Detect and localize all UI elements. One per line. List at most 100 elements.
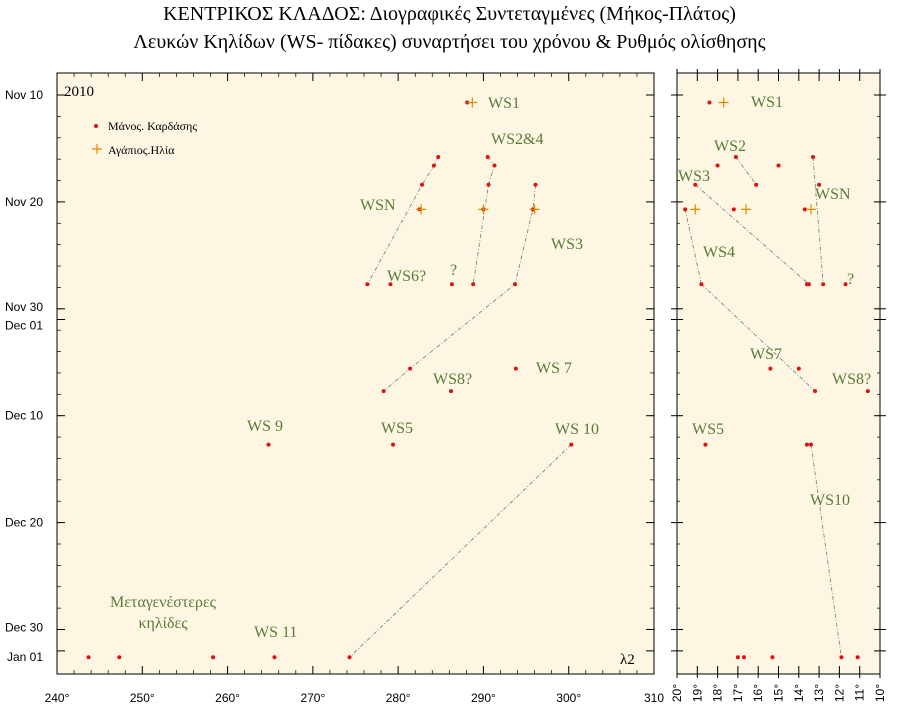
annotation-ws11: WS 11 xyxy=(254,624,297,641)
x-tick-label: 280° xyxy=(386,691,411,705)
y-tick-label: Nov 10 xyxy=(5,88,43,102)
annotation-right-ws3: WS3 xyxy=(678,168,710,185)
left-point-red xyxy=(365,282,369,286)
left-point-red xyxy=(486,155,490,159)
left-point-red xyxy=(420,183,424,187)
annotation-ws2-4: WS2&4 xyxy=(491,131,543,148)
left-point-red xyxy=(267,443,271,447)
right-point-red xyxy=(716,164,720,168)
right-point-red xyxy=(707,100,711,104)
right-point-red xyxy=(821,282,825,286)
left-point-red xyxy=(272,655,276,659)
right-point-red xyxy=(807,282,811,286)
right-point-red xyxy=(856,655,860,659)
x-tick-label: 19° xyxy=(690,684,704,702)
right-point-red xyxy=(768,367,772,371)
right-point-red xyxy=(736,655,740,659)
right-point-red xyxy=(734,155,738,159)
x-tick-label: 11° xyxy=(853,684,867,701)
y-tick-label: Dec 10 xyxy=(5,409,43,423)
right-point-red xyxy=(866,389,870,393)
annotation-question: ? xyxy=(450,262,457,279)
annotation-right-ws7: WS7 xyxy=(750,346,782,363)
left-point-red xyxy=(514,367,518,371)
x-tick-label: 260° xyxy=(215,691,240,705)
annotation-right-question: ? xyxy=(847,271,854,288)
x-tick-label: 17° xyxy=(731,684,745,702)
left-point-red xyxy=(471,282,475,286)
x-tick-label: 290° xyxy=(471,691,496,705)
y-tick-label: Jan 01 xyxy=(7,650,43,664)
annotation-right-ws10: WS10 xyxy=(810,492,850,509)
x-tick-label: 12° xyxy=(832,684,846,702)
annotation-right-ws5: WS5 xyxy=(692,421,724,438)
annotation-later-spots-1: Μεταγενέστερες xyxy=(110,594,217,611)
left-point-red xyxy=(432,164,436,168)
x-tick-label: 270° xyxy=(300,691,325,705)
y-tick-label: Nov 20 xyxy=(5,195,43,209)
y-tick-label: Nov 30 xyxy=(5,300,43,314)
legend-label-ilia: Αγάπιος.Ηλία xyxy=(108,143,175,157)
annotation-ws10: WS 10 xyxy=(555,421,599,438)
right-point-red xyxy=(770,655,774,659)
right-point-red xyxy=(839,655,843,659)
annotation-right-ws1: WS1 xyxy=(751,94,783,111)
annotation-ws6: WS6? xyxy=(387,268,426,285)
right-point-red xyxy=(813,389,817,393)
left-point-red xyxy=(211,655,215,659)
x-tick-label: 18° xyxy=(711,684,725,702)
annotation-right-wsn: WSN xyxy=(815,186,851,203)
left-point-red xyxy=(408,367,412,371)
legend-marker-red-dot xyxy=(94,124,98,128)
annotation-ws3: WS3 xyxy=(551,236,583,253)
right-point-red xyxy=(754,183,758,187)
left-point-red xyxy=(436,155,440,159)
annotation-ws1: WS1 xyxy=(488,95,520,112)
x-corner-label: λ2 xyxy=(620,652,635,668)
year-label: 2010 xyxy=(64,84,94,100)
annotation-right-ws2: WS2 xyxy=(714,138,746,155)
annotation-ws5: WS5 xyxy=(381,420,413,437)
legend-label-kardasis: Μάνος. Καρδάσης xyxy=(108,119,197,133)
x-tick-label: 310 xyxy=(644,691,664,705)
right-point-red xyxy=(811,155,815,159)
annotation-right-ws8: WS8? xyxy=(832,371,871,388)
left-point-red xyxy=(513,282,517,286)
x-tick-label: 20° xyxy=(670,684,684,702)
left-point-red xyxy=(87,655,91,659)
annotation-ws8: WS8? xyxy=(433,371,472,388)
left-point-red xyxy=(117,655,121,659)
annotation-later-spots-2: κηλίδες xyxy=(138,615,188,632)
x-tick-label: 16° xyxy=(751,684,765,702)
right-point-red xyxy=(683,207,687,211)
x-tick-label: 15° xyxy=(772,684,786,702)
left-point-red xyxy=(569,443,573,447)
annotation-ws7: WS 7 xyxy=(536,360,572,377)
right-point-red xyxy=(809,443,813,447)
left-point-red xyxy=(449,389,453,393)
left-point-red xyxy=(391,443,395,447)
x-tick-label: 250° xyxy=(130,691,155,705)
right-point-red xyxy=(699,282,703,286)
y-tick-label: Dec 01 xyxy=(5,318,43,332)
x-tick-label: 14° xyxy=(792,684,806,702)
x-tick-label: 300° xyxy=(556,691,581,705)
right-point-red xyxy=(742,655,746,659)
right-point-red xyxy=(732,207,736,211)
annotation-wsn: WSN xyxy=(360,197,396,214)
left-point-red xyxy=(382,389,386,393)
right-point-red xyxy=(797,367,801,371)
y-tick-label: Dec 20 xyxy=(5,516,43,530)
annotation-right-ws4: WS4 xyxy=(703,244,735,261)
x-tick-label: 13° xyxy=(812,684,826,702)
right-point-red xyxy=(805,443,809,447)
right-point-red xyxy=(703,443,707,447)
right-point-red xyxy=(777,164,781,168)
x-tick-label: 10° xyxy=(873,684,887,702)
x-tick-label: 240° xyxy=(45,691,70,705)
y-tick-label: Dec 30 xyxy=(5,621,43,635)
left-point-red xyxy=(348,655,352,659)
annotation-ws9: WS 9 xyxy=(247,418,283,435)
left-point-red xyxy=(450,282,454,286)
